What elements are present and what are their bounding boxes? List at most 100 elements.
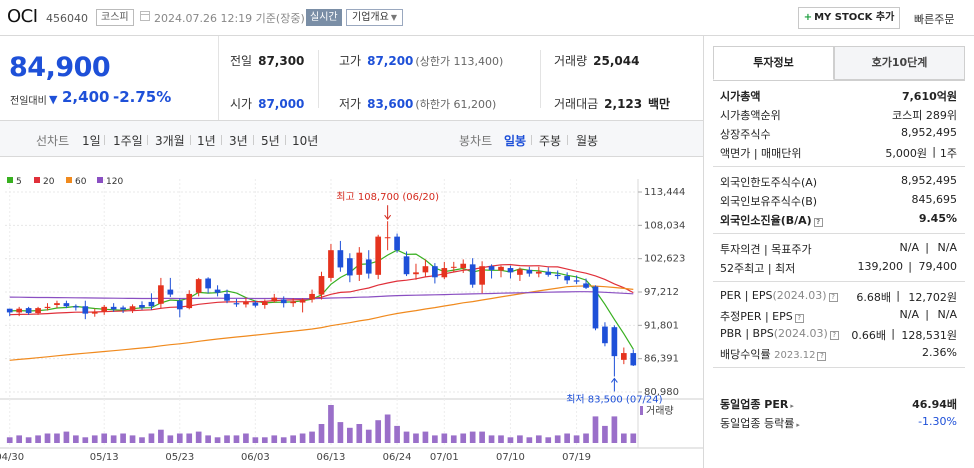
price-plot-area bbox=[0, 157, 703, 397]
help-icon[interactable]: ? bbox=[829, 331, 839, 340]
volume-bar bbox=[110, 435, 117, 443]
help-icon[interactable]: ? bbox=[794, 314, 804, 323]
candle-body bbox=[299, 300, 306, 303]
tab-5y[interactable]: 5년 bbox=[261, 134, 280, 148]
legend-label: 60 bbox=[75, 177, 87, 187]
legend-ma60: 60 bbox=[66, 177, 86, 187]
candle-body bbox=[620, 353, 627, 360]
row-label-text: PBR | BPS bbox=[720, 327, 774, 340]
price-change-rate: -2.75% bbox=[113, 88, 172, 106]
candle-body bbox=[535, 271, 542, 274]
help-icon[interactable]: ? bbox=[813, 218, 823, 227]
company-info-dropdown[interactable]: 기업개요 ▼ bbox=[346, 9, 403, 26]
volume-bar bbox=[469, 431, 476, 443]
row-label-text: 동일업종 등락률 bbox=[720, 417, 795, 430]
candlestick-chart[interactable]: 113,444 108,034 102,623 97,212 91,801 86,391 8… bbox=[0, 157, 703, 468]
divider bbox=[104, 135, 105, 145]
volume-bar bbox=[602, 425, 608, 443]
tab-1y[interactable]: 1년 bbox=[197, 134, 216, 148]
volume-bar bbox=[488, 435, 495, 443]
row-dividend: 배당수익률 2023.12? 2.36% bbox=[713, 343, 965, 362]
row-label-text: 배당수익률 bbox=[720, 348, 771, 361]
candle-body bbox=[224, 293, 230, 301]
stat-label: 고가 bbox=[339, 54, 362, 68]
row-label: 동일업종 등락률 ▸ bbox=[720, 415, 800, 431]
tab-monthly[interactable]: 월봉 bbox=[576, 134, 599, 148]
tab-3m[interactable]: 3개월 bbox=[155, 134, 185, 148]
legend-label: 120 bbox=[106, 177, 124, 187]
row-label: 추정PER | EPS? bbox=[720, 308, 804, 324]
candle-body bbox=[583, 283, 589, 288]
volume-bar bbox=[318, 424, 325, 443]
candle-body bbox=[186, 293, 193, 309]
volume-bar bbox=[413, 433, 419, 443]
volume-bar bbox=[261, 437, 268, 443]
legend-label: 20 bbox=[43, 177, 55, 187]
row-value: 6.68배 bbox=[856, 291, 891, 304]
volume-bar bbox=[460, 433, 467, 443]
current-price: 84,900 bbox=[9, 52, 111, 83]
candle-body bbox=[554, 274, 561, 277]
candle-body bbox=[148, 301, 155, 307]
candle-body bbox=[365, 259, 372, 274]
help-icon[interactable]: ? bbox=[817, 352, 827, 361]
tab-1d[interactable]: 1일 bbox=[82, 134, 101, 148]
volume-bar bbox=[224, 435, 230, 443]
tab-daily[interactable]: 일봉 bbox=[504, 134, 527, 148]
realtime-button[interactable]: 실시간 bbox=[306, 9, 342, 26]
row-label-text: 외국인소진율(B/A) bbox=[720, 214, 812, 227]
help-icon[interactable]: ? bbox=[828, 293, 838, 302]
volume-bar bbox=[620, 433, 627, 443]
volume-bar bbox=[507, 437, 514, 443]
tab-orderbook-10[interactable]: 호가10단계 bbox=[834, 46, 965, 80]
candle-body bbox=[375, 236, 382, 275]
stat-volume: 거래량 25,044 bbox=[554, 52, 639, 69]
divider: | bbox=[925, 241, 929, 254]
row-label-text: 동일업종 PER bbox=[720, 398, 789, 411]
candle-body bbox=[271, 297, 278, 302]
candle-body bbox=[488, 266, 495, 270]
divider: | bbox=[891, 327, 895, 340]
quick-order-link[interactable]: 빠른주문 bbox=[914, 13, 955, 26]
volume-bar bbox=[91, 435, 98, 443]
volume-bar bbox=[158, 429, 164, 443]
candle-body bbox=[432, 266, 438, 278]
volume-bar bbox=[479, 431, 485, 443]
volume-bar bbox=[6, 437, 13, 443]
tab-1w[interactable]: 1주일 bbox=[113, 134, 143, 148]
row-label: 외국인소진율(B/A)? bbox=[720, 212, 823, 228]
candle-body bbox=[469, 264, 476, 285]
y-tick-label: 97,212 bbox=[644, 287, 679, 298]
candle-body bbox=[602, 326, 608, 344]
legend-ma20: 20 bbox=[34, 177, 54, 187]
candle-body bbox=[261, 301, 268, 306]
legend-swatch bbox=[7, 177, 13, 183]
row-label: 배당수익률 2023.12? bbox=[720, 346, 827, 362]
candle-body bbox=[82, 306, 89, 314]
row-industry-rate[interactable]: 동일업종 등락률 ▸ -1.30% bbox=[713, 412, 965, 431]
volume-bar bbox=[535, 435, 542, 443]
tab-investment-info[interactable]: 투자정보 bbox=[713, 46, 834, 80]
row-industry-per[interactable]: 동일업종 PER ▸ 46.94배 bbox=[713, 393, 965, 412]
volume-bar bbox=[214, 437, 221, 443]
up-arrow-icon bbox=[610, 377, 618, 383]
y-tick-label: 108,034 bbox=[644, 220, 685, 231]
tab-3y[interactable]: 3년 bbox=[229, 134, 248, 148]
x-tick-label: 05/23 bbox=[165, 452, 194, 463]
investment-info-list: 시가총액 7,610억원 시가총액순위 코스피 289위 상장주식수 8,952… bbox=[713, 80, 965, 430]
add-mystock-button[interactable]: + MY STOCK 추가 bbox=[798, 7, 900, 29]
x-tick-label: 06/03 bbox=[241, 452, 270, 463]
volume-bar bbox=[252, 437, 259, 443]
tab-10y[interactable]: 10년 bbox=[292, 134, 319, 148]
candle-body bbox=[63, 303, 70, 307]
divider bbox=[253, 135, 254, 145]
candle-body bbox=[526, 269, 533, 274]
volume-bar bbox=[611, 416, 618, 443]
chevron-right-icon: ▸ bbox=[790, 402, 794, 410]
divider bbox=[713, 166, 965, 167]
candle-body bbox=[233, 303, 240, 305]
tab-weekly[interactable]: 주봉 bbox=[539, 134, 562, 148]
volume-bar bbox=[271, 435, 278, 443]
volume-bar bbox=[195, 431, 202, 443]
stat-label: 거래대금 bbox=[554, 97, 599, 111]
